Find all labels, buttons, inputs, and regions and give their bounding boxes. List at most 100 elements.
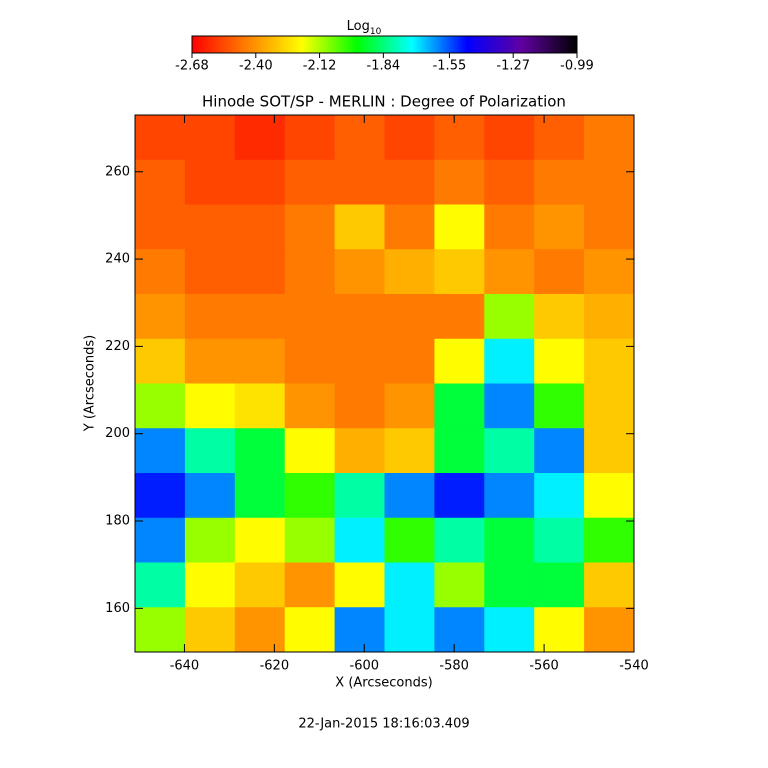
heatmap-cell [434,607,485,653]
heatmap-cell [234,204,286,250]
heatmap-cell [234,517,286,563]
heatmap-cell [384,383,435,429]
heatmap-cell [234,607,286,653]
heatmap-cell [284,383,336,429]
heatmap-cell [234,383,286,429]
colorbar-tick-label: -1.27 [496,59,530,74]
heatmap-cell [184,338,236,384]
heatmap-cell [534,115,585,161]
x-axis-label: X (Arcseconds) [335,676,432,691]
heatmap-cell [484,249,535,295]
heatmap-cell [484,607,535,653]
heatmap-cell [384,607,435,653]
y-tick-label: 160 [105,601,130,616]
heatmap-cell [384,204,435,250]
heatmap-cell [384,473,435,519]
heatmap-cell [184,562,236,608]
heatmap-cell [334,338,385,384]
heatmap-cell [534,204,585,250]
heatmap-cell [284,115,336,161]
heatmap-cell [184,517,236,563]
plot-frame [134,114,635,653]
heatmap-cell [334,159,385,205]
heatmap-cell [434,338,485,384]
colorbar-label-text: Log [347,19,370,34]
y-tick-label: 240 [105,252,130,267]
heatmap-cell [484,159,535,205]
heatmap-cell [534,562,585,608]
heatmap-cell [534,517,585,563]
colorbar-tick-label: -2.40 [239,59,273,74]
heatmap-cell [135,159,186,205]
heatmap-cell [584,562,635,608]
heatmap-cell [484,473,535,519]
heatmap-cell [584,159,635,205]
heatmap-cell [434,428,485,474]
footer: 22-Jan-2015 18:16:03.409 [298,717,469,732]
x-tick-label: -620 [260,659,290,674]
colorbar-tick-label: -1.55 [433,59,467,74]
y-tick-label: 200 [105,426,130,441]
heatmap-cell [284,338,336,384]
colorbar-label-sub: 10 [370,27,382,37]
heatmap-cell [135,338,186,384]
heatmap-cell [135,562,186,608]
heatmap-cell [534,383,585,429]
heatmap-cell [384,115,435,161]
heatmap-cell [234,562,286,608]
heatmap-cell [234,294,286,340]
heatmap-cell [135,294,186,340]
heatmap-cell [434,249,485,295]
x-tick-label: -560 [529,659,559,674]
heatmap-cell [384,294,435,340]
x-tick-label: -640 [170,659,200,674]
heatmap-cell [135,517,186,563]
heatmap-cell [334,517,385,563]
heatmap-cell [234,249,286,295]
colorbar-tick-label: -2.68 [175,59,209,74]
heatmap-cell [534,338,585,384]
y-axis-label: Y (Arcseconds) [83,335,98,432]
heatmap-cell [184,249,236,295]
heatmap-cell [334,473,385,519]
heatmap-cell [334,115,385,161]
colorbar-tick-label: -0.99 [560,59,594,74]
heatmap-cell [284,517,336,563]
heatmap-cell [484,383,535,429]
heatmap-cell [334,294,385,340]
heatmap-cell [284,159,336,205]
heatmap-cell [484,517,535,563]
heatmap-cell [184,159,236,205]
heatmap-cell [534,294,585,340]
heatmap-cell [284,204,336,250]
heatmap-cell [334,249,385,295]
heatmap-cell [284,473,336,519]
heatmap-cell [384,338,435,384]
heatmap-cell [484,204,535,250]
heatmap-cell [284,249,336,295]
heatmap-cell [184,115,236,161]
heatmap-cell [584,383,635,429]
heatmap-cell [534,428,585,474]
heatmap-cell [135,428,186,474]
x-tick-label: -580 [439,659,469,674]
heatmap-cell [434,159,485,205]
heatmap-cell [234,428,286,474]
heatmap-cell [135,607,186,653]
heatmap-cell [534,607,585,653]
heatmap-cell [334,383,385,429]
heatmap-cell [584,517,635,563]
y-tick-label: 260 [105,164,130,179]
heatmap-cell [384,428,435,474]
heatmap-cell [384,159,435,205]
heatmap-cell [434,204,485,250]
heatmap-cell [135,383,186,429]
colorbar-tick-label: -1.84 [367,59,401,74]
y-tick-label: 180 [105,514,130,529]
heatmap-cell [584,249,635,295]
heatmap-cell [184,428,236,474]
heatmap-cell [284,562,336,608]
heatmap-cell [184,607,236,653]
heatmap-cell [334,607,385,653]
